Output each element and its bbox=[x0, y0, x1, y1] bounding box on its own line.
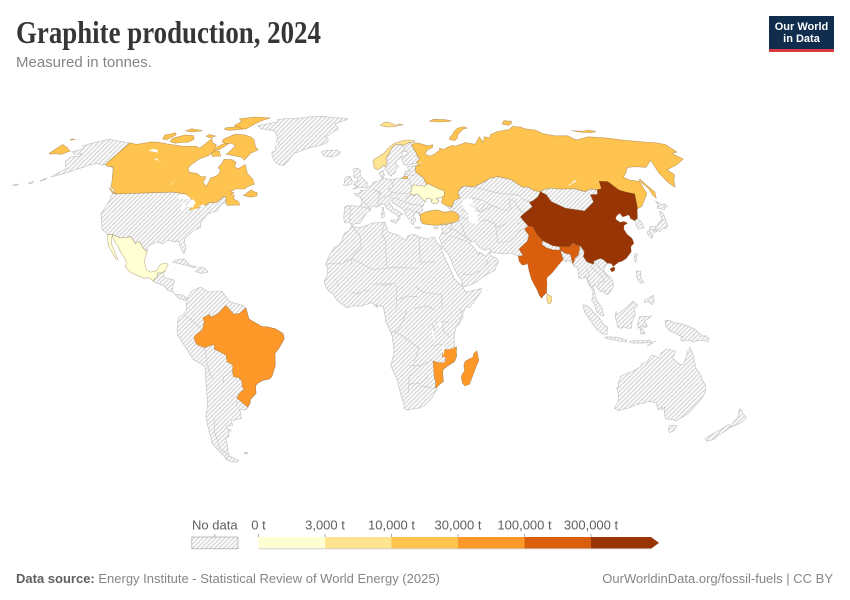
svg-text:10,000 t: 10,000 t bbox=[368, 518, 415, 533]
svg-text:30,000 t: 30,000 t bbox=[435, 518, 482, 533]
svg-text:No data: No data bbox=[192, 518, 238, 533]
svg-text:300,000 t: 300,000 t bbox=[564, 518, 619, 533]
svg-text:0 t: 0 t bbox=[251, 518, 266, 533]
svg-text:100,000 t: 100,000 t bbox=[497, 518, 552, 533]
svg-text:3,000 t: 3,000 t bbox=[305, 518, 345, 533]
